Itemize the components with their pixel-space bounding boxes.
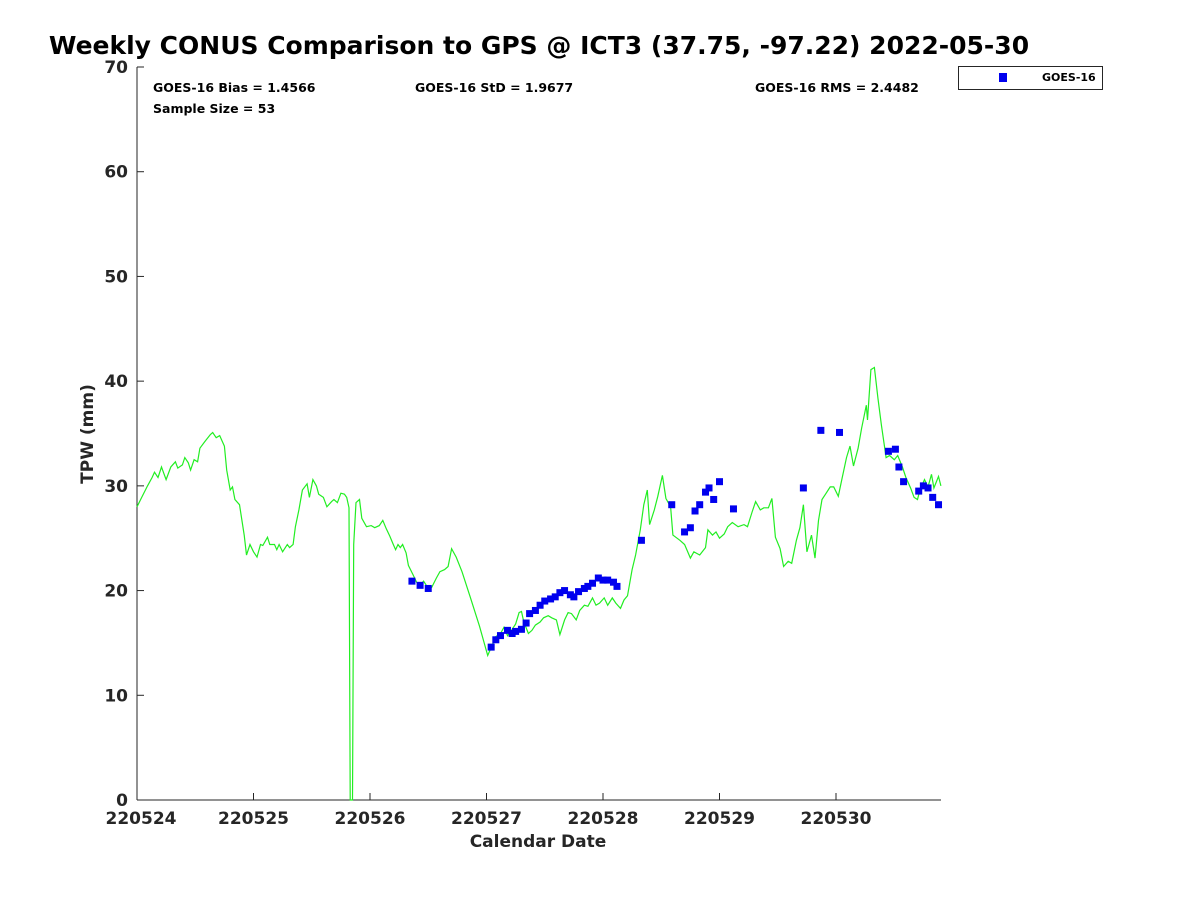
goes16-point bbox=[492, 636, 500, 644]
goes16-point bbox=[716, 478, 723, 486]
goes16-point bbox=[710, 495, 718, 503]
goes16-point bbox=[589, 579, 597, 587]
goes16-point bbox=[584, 582, 592, 590]
chart-title: Weekly CONUS Comparison to GPS @ ICT3 (3… bbox=[49, 31, 1029, 60]
gps-line bbox=[136, 366, 942, 801]
y-tick-label: 10 bbox=[104, 686, 128, 706]
goes16-point bbox=[408, 577, 416, 585]
y-tick-label: 60 bbox=[104, 163, 128, 183]
goes16-point bbox=[604, 576, 612, 584]
axis-ticks: 220524 220525 220526 220527 220528 220529 2205… bbox=[104, 58, 871, 829]
bias-annotation: GOES-16 Bias = 1.4566 bbox=[153, 80, 316, 95]
goes16-point bbox=[575, 588, 583, 596]
goes16-point bbox=[702, 488, 710, 496]
goes16-point bbox=[613, 582, 621, 590]
goes16-point bbox=[929, 493, 937, 501]
y-tick-label: 70 bbox=[104, 58, 128, 78]
x-tick-label: 220524 bbox=[106, 809, 177, 829]
rms-annotation: GOES-16 RMS = 2.4482 bbox=[755, 80, 919, 95]
std-annotation: GOES-16 StD = 1.9677 bbox=[415, 80, 573, 95]
goes16-point bbox=[526, 610, 534, 618]
y-tick-label: 0 bbox=[116, 791, 128, 811]
goes16-point bbox=[531, 606, 539, 614]
x-axis-label: Calendar Date bbox=[470, 832, 607, 852]
goes16-point bbox=[522, 619, 530, 627]
y-tick-label: 30 bbox=[104, 477, 128, 497]
goes16-point bbox=[696, 501, 704, 509]
goes16-point bbox=[668, 501, 676, 509]
goes16-point bbox=[541, 597, 549, 605]
goes16-point bbox=[416, 581, 424, 589]
goes16-point bbox=[835, 428, 843, 436]
goes16-point bbox=[891, 445, 899, 453]
goes16-point bbox=[686, 524, 694, 532]
goes16-point bbox=[729, 505, 737, 513]
x-tick-label: 220530 bbox=[801, 809, 872, 829]
goes16-point bbox=[556, 589, 564, 597]
sample-size-annotation: Sample Size = 53 bbox=[153, 101, 275, 116]
plot-area: 220524 220525 220526 220527 220528 220529 2205… bbox=[104, 58, 943, 829]
goes16-point bbox=[799, 484, 807, 492]
legend-label-goes16: GOES-16 bbox=[1042, 71, 1096, 84]
goes16-point bbox=[570, 593, 578, 601]
x-tick-label: 220528 bbox=[568, 809, 639, 829]
goes16-point bbox=[915, 487, 923, 495]
y-tick-label: 20 bbox=[104, 582, 128, 602]
legend: GOES-16 bbox=[958, 66, 1103, 90]
gps-series bbox=[136, 366, 942, 801]
goes16-point bbox=[637, 536, 645, 544]
legend-box bbox=[958, 66, 1103, 90]
goes16-point bbox=[884, 447, 892, 455]
goes16-point bbox=[496, 632, 504, 640]
x-tick-label: 220525 bbox=[218, 809, 289, 829]
y-tick-label: 50 bbox=[104, 267, 128, 287]
goes16-point bbox=[503, 626, 511, 634]
goes16-point bbox=[424, 584, 432, 592]
goes16-point bbox=[594, 574, 602, 582]
goes16-point bbox=[536, 601, 544, 609]
goes16-point bbox=[599, 576, 607, 584]
goes-series bbox=[408, 426, 943, 651]
goes16-point bbox=[681, 528, 689, 536]
x-tick-label: 220526 bbox=[335, 809, 406, 829]
goes16-point bbox=[817, 426, 825, 434]
y-tick-label: 40 bbox=[104, 372, 128, 392]
goes16-point bbox=[919, 482, 927, 490]
goes16-point bbox=[609, 578, 617, 586]
goes16-point bbox=[924, 484, 932, 492]
goes16-point bbox=[517, 625, 525, 633]
goes16-point bbox=[935, 501, 943, 509]
goes16-point bbox=[900, 478, 908, 486]
y-axis-label: TPW (mm) bbox=[78, 384, 98, 484]
goes16-point bbox=[512, 627, 520, 635]
x-tick-label: 220529 bbox=[684, 809, 755, 829]
goes16-point bbox=[561, 587, 569, 595]
goes16-point bbox=[487, 643, 495, 651]
goes16-point bbox=[895, 463, 903, 471]
x-tick-label: 220527 bbox=[451, 809, 522, 829]
goes16-point bbox=[547, 595, 555, 603]
goes16-point bbox=[691, 507, 699, 515]
legend-marker bbox=[999, 73, 1007, 82]
goes16-point bbox=[705, 484, 713, 492]
goes16-point bbox=[551, 593, 559, 601]
